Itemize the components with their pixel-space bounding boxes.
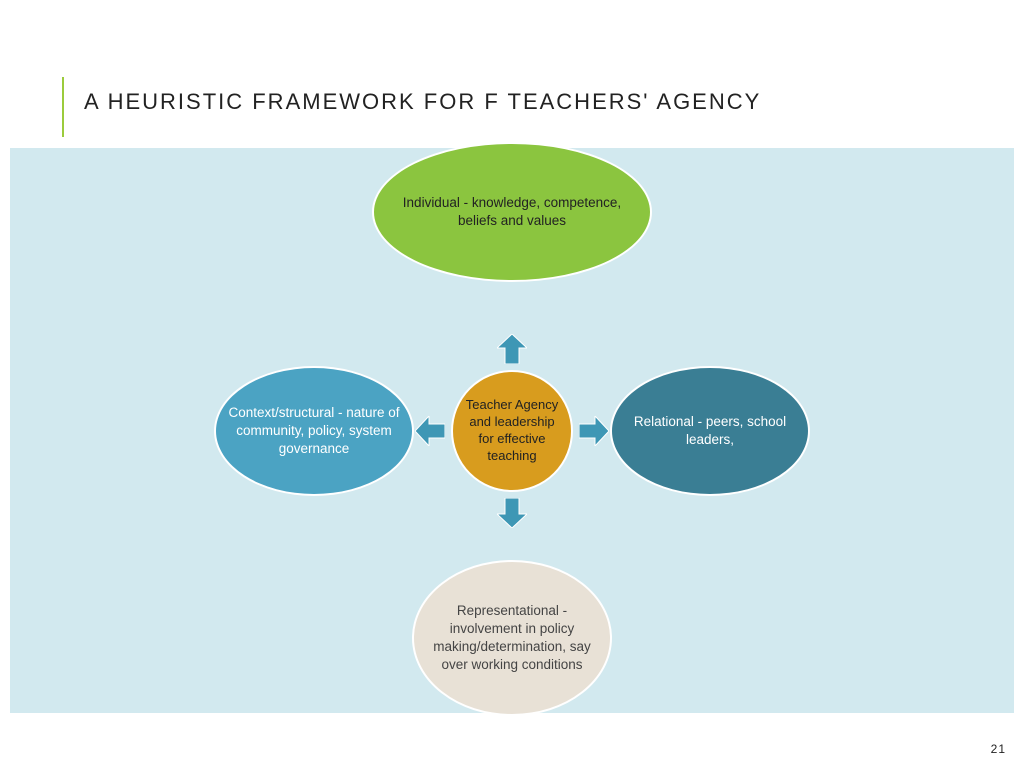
diagram-canvas: Individual - knowledge, competence, beli… xyxy=(10,148,1014,713)
slide-title-bar: A HEURISTIC FRAMEWORK FOR F TEACHERS' AG… xyxy=(62,82,761,122)
title-accent-bar xyxy=(62,77,64,137)
arrow-left xyxy=(415,416,445,451)
slide-title: A HEURISTIC FRAMEWORK FOR F TEACHERS' AG… xyxy=(84,89,761,115)
node-right: Relational - peers, school leaders, xyxy=(610,366,810,496)
arrow-down xyxy=(497,498,527,533)
node-top: Individual - knowledge, competence, beli… xyxy=(372,142,652,282)
page-number: 21 xyxy=(991,742,1006,756)
node-center: Teacher Agency and leadership for effect… xyxy=(451,370,573,492)
node-left: Context/structural - nature of community… xyxy=(214,366,414,496)
arrow-right xyxy=(579,416,609,451)
node-bottom: Representational - involvement in policy… xyxy=(412,560,612,716)
arrow-up xyxy=(497,334,527,369)
